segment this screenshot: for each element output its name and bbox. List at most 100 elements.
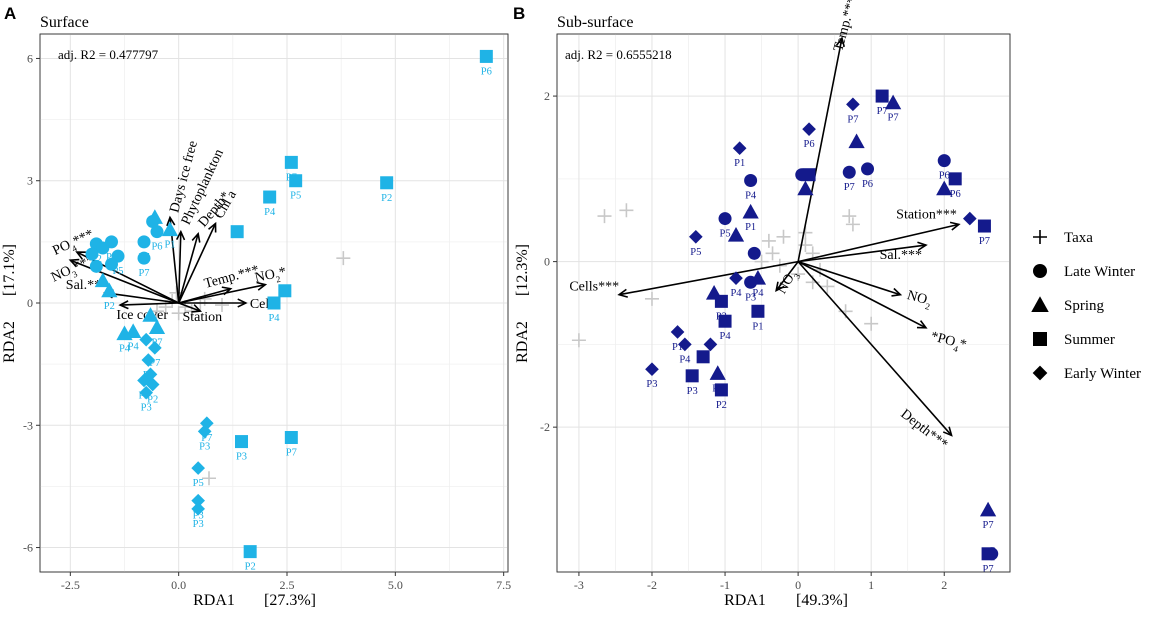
vector-arrowhead: [917, 241, 928, 251]
vector-arrow: [798, 244, 927, 263]
sample-point: [979, 501, 997, 517]
legend-item: Summer: [1033, 332, 1115, 348]
taxa-marker: [864, 316, 879, 331]
sample-label: P4: [745, 191, 757, 202]
sample-point: [89, 259, 103, 273]
vector-arrow: [177, 233, 199, 304]
sample-point: [696, 350, 710, 364]
vector-label: Ice cover: [116, 308, 168, 323]
legend-diamond-icon: [1032, 365, 1048, 381]
sample-label: P1: [745, 222, 756, 233]
sample-label: P4: [720, 331, 732, 342]
sample-label: P3: [199, 441, 210, 452]
sample-point: [150, 225, 164, 239]
vector-arrow: [797, 37, 843, 262]
taxa-marker: [571, 333, 586, 348]
taxa-marker: [776, 229, 791, 244]
vector-arrowhead: [118, 300, 129, 310]
taxa-marker: [171, 306, 186, 321]
sample-point: [143, 367, 158, 382]
sample-label: P1: [164, 240, 175, 251]
sample-label: P3: [141, 403, 152, 414]
sample-point: [105, 257, 118, 271]
sample-point: [846, 97, 860, 112]
sample-label: P3: [687, 386, 698, 397]
legend-plus-icon: [1033, 230, 1047, 244]
sample-point: [94, 272, 111, 288]
sample-point: [861, 162, 875, 176]
sample-label: P7: [286, 172, 297, 183]
sample-label: P4: [128, 342, 140, 353]
vector-label: Sal.***: [66, 278, 108, 293]
vector-arrowhead: [68, 258, 80, 268]
sample-point: [278, 284, 292, 298]
legend-label: Spring: [1064, 298, 1105, 314]
taxa-marker: [336, 251, 351, 266]
vector-arrow: [775, 261, 799, 292]
sample-label: P7: [151, 337, 162, 348]
x-tick-label: 0.0: [171, 578, 186, 592]
sample-point: [230, 225, 244, 239]
sample-label: P7: [286, 448, 297, 459]
panel-a-letter: A: [4, 4, 16, 23]
sample-point: [727, 227, 745, 242]
y-tick-label: 6: [27, 51, 33, 65]
sample-label: P1: [672, 342, 683, 353]
sample-label: P6: [950, 189, 961, 200]
legend-label: Taxa: [1064, 230, 1093, 246]
sample-point: [263, 190, 277, 204]
sample-point: [749, 270, 767, 285]
sample-label: P4: [119, 344, 131, 355]
x-tick-label: 0: [795, 578, 801, 592]
legend-item: Early Winter: [1032, 365, 1141, 382]
vector-arrow: [177, 231, 182, 304]
panel-b-ylabel: RDA2: [514, 321, 531, 363]
legend-square-icon: [1033, 332, 1047, 346]
x-tick-label: 2: [941, 578, 947, 592]
sample-label: P2: [147, 395, 158, 406]
panel-a-ylabel-pct: [17.1%]: [1, 244, 18, 296]
vector-arrowhead: [891, 287, 903, 297]
sample-point: [842, 165, 856, 179]
panel-b-plot-area: [556, 33, 1011, 573]
sample-point: [191, 493, 205, 508]
vector-arrowhead: [835, 36, 846, 48]
vector-arrow: [177, 223, 217, 304]
legend-item: Late Winter: [1033, 264, 1135, 280]
sample-label: P2: [381, 193, 392, 204]
sample-label: P7: [979, 236, 990, 247]
sample-label: P2: [245, 562, 256, 573]
sample-point: [142, 307, 159, 322]
x-tick-label: -3: [574, 578, 584, 592]
sample-point: [714, 383, 728, 397]
sample-label: P4: [752, 288, 764, 299]
sample-label: P7: [877, 106, 888, 117]
vector-arrowhead: [208, 221, 217, 233]
sample-label: P1: [734, 158, 745, 169]
sample-point: [191, 461, 205, 475]
sample-point: [709, 365, 726, 380]
sample-point: [729, 271, 743, 285]
sample-point: [148, 319, 166, 334]
taxa-marker: [765, 246, 780, 261]
taxa-marker: [597, 209, 612, 224]
sample-label: P7: [106, 252, 117, 263]
vector-arrowhead: [175, 229, 186, 241]
sample-label: P7: [138, 268, 149, 279]
sample-point: [703, 337, 718, 352]
sample-point: [148, 341, 162, 355]
sample-label: P7: [149, 358, 160, 369]
taxa-marker: [158, 300, 173, 315]
sample-label: P7: [201, 433, 212, 444]
sample-point: [284, 431, 298, 444]
sample-label: P2: [91, 254, 102, 265]
vector-arrow: [178, 283, 266, 304]
x-tick-label: -1: [720, 578, 730, 592]
vector-arrowhead: [916, 320, 928, 329]
vector-arrowhead: [942, 426, 953, 437]
sample-point: [101, 282, 118, 298]
sample-point: [139, 385, 153, 400]
panel-a: A Surface PO4***NO3***Sal.***Ice coverDa…: [1, 4, 511, 609]
panel-b-frame: [556, 33, 1011, 573]
sample-point: [678, 337, 692, 352]
